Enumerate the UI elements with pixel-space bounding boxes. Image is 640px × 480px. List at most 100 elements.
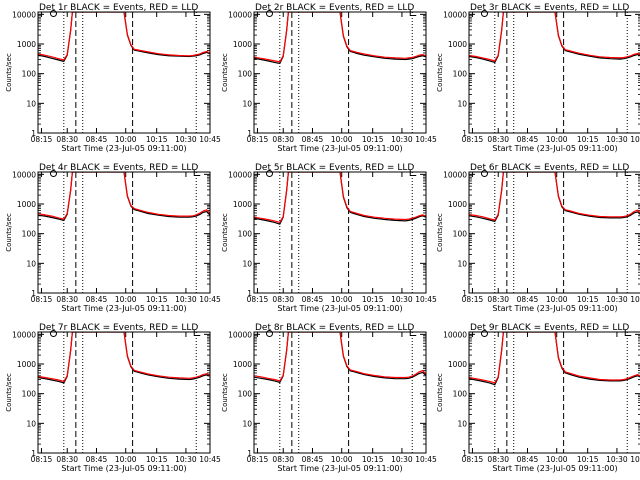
x-tick-label: 10:00 [546, 295, 568, 304]
panel-title: Det 1r BLACK = Events, RED = LLD [39, 3, 198, 13]
y-tick-label: 10000 [443, 170, 467, 179]
series-line-events [254, 12, 426, 65]
y-tick-label: 10 [457, 99, 467, 108]
panel-det-8: 1 10 100 1000 10000 08:15 08:30 08:45 10:00 10:15… [221, 323, 437, 473]
x-tick-label: 08:30 [56, 295, 78, 304]
plot-frame [253, 11, 427, 134]
y-tick-label: 1 [462, 449, 467, 458]
y-tick-label: 10000 [12, 170, 36, 179]
x-tick-label: 10:45 [199, 135, 221, 144]
panel-det-4: 1 10 100 1000 10000 08:15 08:30 08:45 10:00 10:15… [5, 163, 221, 313]
x-tick-label: 10:45 [199, 455, 221, 464]
x-tick-label: 08:15 [247, 295, 269, 304]
x-tick-label: 08:45 [302, 135, 324, 144]
x-tick-label: 08:15 [462, 135, 484, 144]
x-axis-label: Start Time (23-Jul-05 09:11:00) [492, 464, 617, 473]
x-tick-label: 08:45 [86, 455, 108, 464]
x-tick-label: 08:30 [272, 135, 294, 144]
x-tick-label: 08:45 [517, 295, 539, 304]
x-tick-label: 10:45 [630, 455, 640, 464]
series-line-events [254, 172, 426, 225]
x-axis-label: Start Time (23-Jul-05 09:11:00) [61, 464, 186, 473]
x-tick-label: 10:00 [331, 295, 353, 304]
y-tick-label: 10000 [228, 170, 252, 179]
series-line-lld [469, 172, 640, 221]
y-tick-label: 100 [22, 230, 37, 239]
x-tick-label: 10:00 [115, 295, 137, 304]
y-axis-label: Counts/sec [5, 213, 13, 252]
y-axis-label: Counts/sec [221, 53, 229, 92]
y-axis-label: Counts/sec [221, 373, 229, 412]
x-tick-label: 10:00 [115, 455, 137, 464]
y-axis-label: Counts/sec [436, 53, 444, 92]
panel-det-6: 1 10 100 1000 10000 08:15 08:30 08:45 10:00 10:15… [436, 163, 640, 313]
panel-title: Det 7r BLACK = Events, RED = LLD [39, 323, 198, 333]
y-tick-label: 100 [238, 70, 253, 79]
x-tick-label: 08:45 [302, 455, 324, 464]
x-axis-label: Start Time (23-Jul-05 09:11:00) [492, 144, 617, 153]
plot-frame [37, 11, 211, 134]
series-line-events [469, 332, 640, 386]
series-line-events [469, 172, 640, 223]
y-tick-label: 10 [26, 259, 36, 268]
y-tick-label: 1 [247, 129, 252, 138]
series-line-lld [254, 12, 426, 63]
x-tick-label: 08:15 [462, 455, 484, 464]
y-tick-label: 1000 [233, 200, 252, 209]
y-axis-label: Counts/sec [436, 213, 444, 252]
y-tick-label: 100 [453, 70, 468, 79]
x-tick-label: 08:45 [86, 135, 108, 144]
x-tick-label: 08:15 [247, 455, 269, 464]
y-tick-label: 10 [242, 259, 252, 268]
series-line-events [469, 12, 640, 64]
panel-title: Det 2r BLACK = Events, RED = LLD [255, 3, 414, 13]
series-line-events [38, 332, 210, 384]
y-tick-label: 10000 [12, 330, 36, 339]
x-tick-label: 08:45 [302, 295, 324, 304]
y-tick-label: 100 [22, 70, 37, 79]
x-tick-label: 10:45 [630, 135, 640, 144]
y-tick-label: 100 [238, 230, 253, 239]
x-tick-label: 08:30 [487, 455, 509, 464]
x-axis-label: Start Time (23-Jul-05 09:11:00) [61, 144, 186, 153]
x-tick-label: 08:30 [272, 455, 294, 464]
x-tick-label: 10:00 [331, 455, 353, 464]
x-tick-label: 08:30 [487, 135, 509, 144]
plot-frame [468, 11, 640, 134]
x-tick-label: 08:30 [487, 295, 509, 304]
plot-frame [37, 331, 211, 454]
panel-title: Det 6r BLACK = Events, RED = LLD [470, 163, 629, 173]
panel-det-1: 1 10 100 1000 10000 08:15 08:30 08:45 10:00 10:15… [5, 3, 221, 153]
y-tick-label: 10 [26, 99, 36, 108]
x-tick-label: 10:30 [606, 135, 628, 144]
x-axis-label: Start Time (23-Jul-05 09:11:00) [61, 304, 186, 313]
x-tick-label: 10:30 [606, 455, 628, 464]
y-tick-label: 100 [22, 390, 37, 399]
x-tick-label: 10:45 [199, 295, 221, 304]
y-tick-label: 10000 [228, 10, 252, 19]
x-tick-label: 08:30 [272, 295, 294, 304]
x-axis-label: Start Time (23-Jul-05 09:11:00) [492, 304, 617, 313]
x-tick-label: 08:30 [56, 455, 78, 464]
panel-det-2: 1 10 100 1000 10000 08:15 08:30 08:45 10:00 10:15… [221, 3, 437, 153]
y-tick-label: 1 [247, 289, 252, 298]
series-line-lld [38, 332, 210, 383]
y-tick-label: 1 [247, 449, 252, 458]
x-tick-label: 10:30 [606, 295, 628, 304]
y-tick-label: 100 [238, 390, 253, 399]
plot-frame [253, 331, 427, 454]
x-tick-label: 10:15 [362, 295, 384, 304]
x-tick-label: 10:30 [391, 135, 413, 144]
plot-frame [468, 331, 640, 454]
x-tick-label: 08:15 [462, 295, 484, 304]
x-axis-label: Start Time (23-Jul-05 09:11:00) [277, 304, 402, 313]
y-tick-label: 10 [457, 419, 467, 428]
y-tick-label: 1 [31, 449, 36, 458]
panel-det-7: 1 10 100 1000 10000 08:15 08:30 08:45 10:00 10:15… [5, 323, 221, 473]
panel-title: Det 9r BLACK = Events, RED = LLD [470, 323, 629, 333]
y-tick-label: 10 [457, 259, 467, 268]
y-tick-label: 1000 [233, 360, 252, 369]
panel-det-3: 1 10 100 1000 10000 08:15 08:30 08:45 10:00 10:15… [436, 3, 640, 153]
plot-frame [468, 171, 640, 294]
